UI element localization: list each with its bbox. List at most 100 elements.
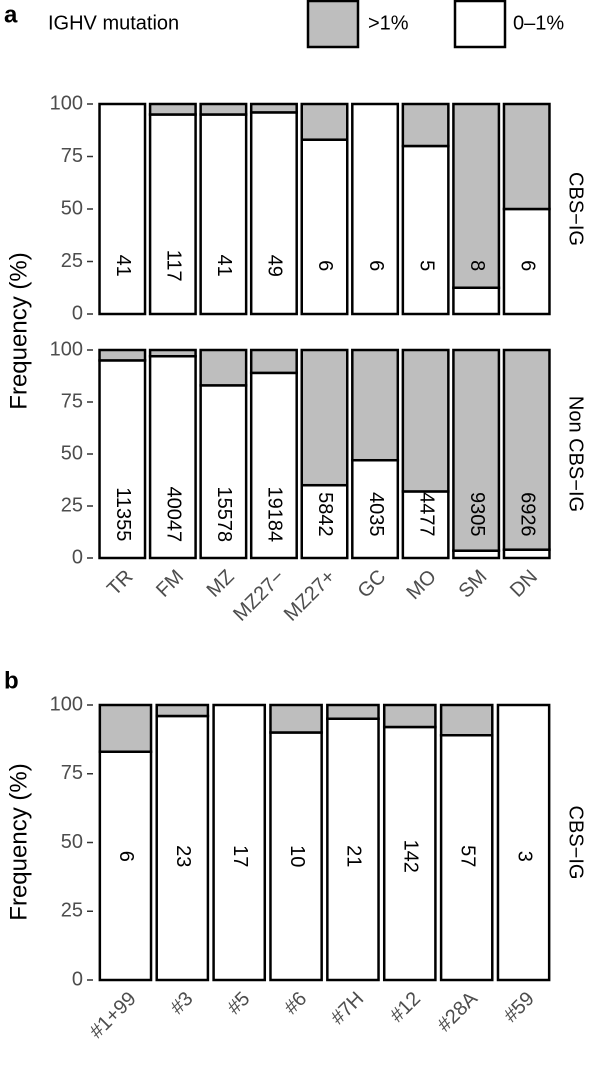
bar-segment bbox=[452, 348, 501, 552]
bar-segment bbox=[148, 354, 197, 560]
bar-segment bbox=[326, 717, 380, 982]
x-tick-label: MO bbox=[403, 566, 441, 604]
bar-segment bbox=[98, 750, 153, 982]
bar-segment bbox=[148, 113, 197, 316]
bar-segment bbox=[452, 102, 501, 289]
count-label: 4035 bbox=[365, 492, 387, 537]
x-tick-label: #12 bbox=[386, 988, 425, 1027]
count-label: 41 bbox=[112, 255, 134, 277]
count-label: 4477 bbox=[415, 492, 437, 537]
y-tick-label: 50 bbox=[61, 197, 83, 219]
bar-segment bbox=[401, 144, 450, 316]
x-tick-label: #7H bbox=[327, 988, 369, 1030]
count-label: 117 bbox=[163, 250, 185, 282]
y-axis-title: Frequency (%) bbox=[5, 252, 32, 409]
bar-segment bbox=[212, 703, 267, 982]
y-tick-label: 75 bbox=[61, 762, 83, 784]
bar-segment bbox=[98, 703, 153, 753]
y-tick-label: 50 bbox=[61, 442, 83, 464]
bar-segment bbox=[382, 703, 437, 729]
y-tick-label: 50 bbox=[61, 831, 83, 853]
x-tick-label: MZ27− bbox=[229, 566, 289, 626]
bar-segment bbox=[439, 734, 494, 982]
bar-segment bbox=[98, 102, 147, 316]
count-label: 6926 bbox=[516, 492, 538, 537]
x-tick-label: GC bbox=[354, 566, 391, 603]
count-label: 15578 bbox=[213, 487, 235, 543]
x-tick-label: #28A bbox=[433, 987, 482, 1036]
count-label: 17 bbox=[229, 845, 251, 867]
bar-segment bbox=[199, 348, 248, 387]
count-label: 41 bbox=[213, 255, 235, 277]
y-tick-label: 75 bbox=[61, 145, 83, 167]
bar-segment bbox=[496, 703, 551, 982]
x-tick-label: #6 bbox=[280, 988, 311, 1019]
bar-segment bbox=[249, 111, 298, 316]
count-label: 21 bbox=[343, 845, 365, 867]
y-tick-label: 75 bbox=[61, 390, 83, 412]
bar-segment bbox=[155, 703, 210, 718]
bar-segment bbox=[502, 102, 551, 211]
panel-label: b bbox=[4, 667, 19, 694]
bar-segment bbox=[249, 102, 298, 114]
bar-segment bbox=[155, 714, 210, 982]
x-tick-label: SM bbox=[455, 566, 492, 603]
count-label: 6 bbox=[516, 260, 538, 271]
bar-segment bbox=[199, 384, 248, 560]
bar-segment bbox=[269, 731, 323, 982]
bar-segment bbox=[351, 102, 400, 316]
y-tick-label: 0 bbox=[72, 546, 83, 568]
y-tick-label: 25 bbox=[61, 494, 83, 516]
bar-segment bbox=[148, 348, 197, 358]
bar-segment bbox=[300, 483, 349, 560]
bar-segment bbox=[199, 102, 248, 116]
bar-segment bbox=[300, 348, 349, 487]
bar-segment bbox=[98, 359, 147, 560]
x-tick-label: #1+99 bbox=[85, 988, 140, 1043]
bar-segment bbox=[148, 102, 197, 116]
bar-segment bbox=[98, 348, 147, 362]
bar-segment bbox=[401, 348, 450, 493]
count-label: 49 bbox=[264, 255, 286, 277]
legend-label: >1% bbox=[368, 12, 409, 34]
bar-segment bbox=[300, 102, 349, 141]
x-tick-label: #59 bbox=[500, 988, 539, 1027]
count-label: 57 bbox=[456, 845, 478, 867]
bar-segment bbox=[452, 286, 501, 316]
y-axis-title: Frequency (%) bbox=[5, 763, 32, 920]
bar-segment bbox=[351, 348, 400, 462]
count-label: 11355 bbox=[112, 487, 134, 541]
bar-segment bbox=[382, 725, 437, 982]
y-tick-label: 25 bbox=[61, 900, 83, 922]
x-tick-label: MZ27+ bbox=[280, 566, 340, 626]
count-label: 5 bbox=[415, 260, 437, 271]
count-label: 6 bbox=[314, 260, 336, 271]
bar-segment bbox=[326, 703, 380, 720]
y-tick-label: 100 bbox=[50, 693, 83, 715]
bar-segment bbox=[502, 348, 551, 551]
x-tick-label: #3 bbox=[166, 988, 197, 1019]
facet-label: CBS−IG bbox=[565, 172, 587, 246]
bar-segment bbox=[351, 458, 400, 560]
bar-segment bbox=[300, 138, 349, 316]
count-label: 5842 bbox=[314, 492, 336, 537]
bar-segment bbox=[249, 348, 298, 375]
count-label: 10 bbox=[286, 845, 308, 867]
y-tick-label: 100 bbox=[50, 338, 83, 360]
legend-swatch bbox=[453, 0, 507, 49]
y-tick-label: 100 bbox=[50, 92, 83, 114]
bar-segment bbox=[249, 371, 298, 560]
count-label: 23 bbox=[172, 845, 194, 867]
count-label: 9305 bbox=[466, 492, 488, 537]
x-tick-label: FM bbox=[152, 566, 188, 602]
x-tick-label: TR bbox=[103, 566, 137, 600]
x-tick-label: #5 bbox=[223, 988, 254, 1019]
y-tick-label: 0 bbox=[72, 302, 83, 324]
legend-label: 0–1% bbox=[513, 12, 564, 34]
count-label: 40047 bbox=[163, 487, 185, 543]
count-label: 3 bbox=[513, 851, 535, 862]
count-label: 6 bbox=[365, 260, 387, 271]
panel-label: a bbox=[4, 1, 18, 28]
